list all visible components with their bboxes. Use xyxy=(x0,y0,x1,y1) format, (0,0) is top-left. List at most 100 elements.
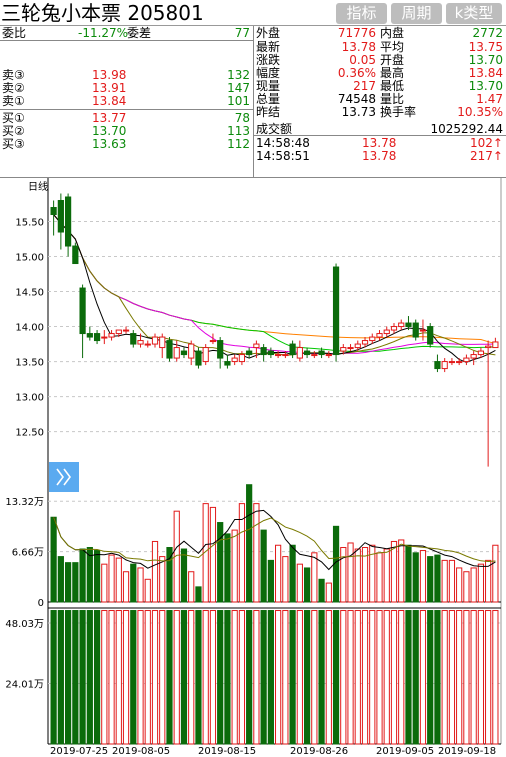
oi-bar xyxy=(296,610,303,745)
oi-bar xyxy=(217,610,224,745)
volume-tick-label: 6.66万 xyxy=(12,548,44,559)
bid-row[interactable]: 买① 13.77 78 xyxy=(0,112,253,124)
volume-bar xyxy=(318,578,325,603)
bid-price: 13.70 xyxy=(92,124,127,138)
candle-body xyxy=(260,347,267,356)
stat-value: 217 xyxy=(353,79,376,93)
bid-price: 13.77 xyxy=(92,111,127,125)
volume-bar xyxy=(282,556,289,603)
candle-body xyxy=(398,322,405,328)
volume-bar xyxy=(434,554,441,603)
oi-bar xyxy=(492,610,499,745)
ask-row[interactable]: 卖② 13.91 147 xyxy=(0,82,253,94)
stat-value: 74548 xyxy=(337,92,376,106)
bid-row[interactable]: 买③ 13.63 112 xyxy=(0,138,253,150)
volume-bar xyxy=(340,547,347,603)
oi-tick-label: 48.03万 xyxy=(5,619,44,630)
bid-label: 买② xyxy=(2,124,25,138)
candle-body xyxy=(332,266,340,356)
tick-price: 13.78 xyxy=(362,136,397,150)
candle-body xyxy=(93,333,101,342)
open-interest-axis: 48.03万 24.01万 xyxy=(5,619,44,690)
ask-volume: 101 xyxy=(227,94,250,108)
turnover-value: 1025292.44 xyxy=(430,122,503,136)
oi-bar xyxy=(289,610,296,745)
stats-row: 外盘 71776 内盘 2772 xyxy=(254,27,506,39)
oi-bar xyxy=(434,610,441,745)
candle-body xyxy=(137,340,144,345)
candle-body xyxy=(166,340,173,359)
period-button[interactable]: 周期 xyxy=(391,3,442,24)
candle-body xyxy=(427,326,434,345)
turnover-label: 成交额 xyxy=(256,122,293,136)
kline-type-button[interactable]: k类型 xyxy=(446,3,502,24)
volume-bar xyxy=(195,586,202,603)
oi-bar xyxy=(93,610,101,745)
volume-bar xyxy=(93,550,101,603)
bid-row[interactable]: 买② 13.70 113 xyxy=(0,125,253,137)
oi-bar xyxy=(369,610,376,745)
stat-label: 最高 xyxy=(380,66,405,80)
volume-bar xyxy=(144,578,151,603)
oi-bar xyxy=(325,610,332,745)
volume-bar xyxy=(456,567,463,603)
oi-bar xyxy=(361,610,369,745)
candle-body xyxy=(79,287,86,335)
oi-bar xyxy=(209,610,217,745)
ma20-line xyxy=(53,214,496,355)
oi-bar xyxy=(238,610,246,745)
bid-volume: 113 xyxy=(227,124,250,138)
oi-bar xyxy=(427,610,434,745)
candle-body xyxy=(470,354,477,359)
header-bar: 三轮兔小本票 205801 指标 周期 k类型 xyxy=(0,0,506,26)
candle-body xyxy=(253,343,260,349)
outer-label: 外盘 xyxy=(256,26,281,40)
volume-bar xyxy=(224,533,231,603)
candle-body xyxy=(202,347,209,363)
volume-bar xyxy=(108,554,115,603)
volume-bar xyxy=(79,548,86,603)
period-label: 日线 xyxy=(28,180,48,193)
volume-bar xyxy=(64,562,72,603)
oi-bar xyxy=(122,610,130,745)
oi-bar xyxy=(398,610,405,745)
candle-body xyxy=(180,350,188,356)
ask-row[interactable]: 卖① 13.84 101 xyxy=(0,95,253,107)
volume-bar xyxy=(412,552,419,603)
price-tick-label: 15.00 xyxy=(15,253,44,264)
candle-body xyxy=(340,347,347,352)
kline-chart[interactable]: 日线 15.50 15.00 14.50 14.00 13.50 13.00 12.50 1… xyxy=(0,178,506,757)
stat-label: 开盘 xyxy=(380,53,405,67)
stat-value: 10.35% xyxy=(457,105,503,119)
volume-bar xyxy=(180,548,188,603)
oi-bar xyxy=(173,610,180,745)
candle-body xyxy=(456,361,463,364)
candle-body xyxy=(354,343,361,349)
bid-volume: 112 xyxy=(227,137,250,151)
oi-bar xyxy=(231,610,238,745)
candle-body xyxy=(159,336,166,349)
stat-label: 幅度 xyxy=(256,66,281,80)
oi-bar xyxy=(340,610,347,745)
candle-body xyxy=(289,343,296,356)
candle-body xyxy=(434,361,441,370)
turnover-row: 成交额 1025292.44 xyxy=(254,123,506,135)
ask-row[interactable]: 卖③ 13.98 132 xyxy=(0,69,253,81)
volume-bar xyxy=(260,529,267,603)
candle-body xyxy=(405,322,412,328)
volume-bar xyxy=(50,516,57,603)
date-label: 2019-09-05 xyxy=(376,746,434,757)
volume-bar xyxy=(72,562,79,603)
oi-bar xyxy=(477,610,485,745)
oi-bar xyxy=(64,610,72,745)
oi-bar xyxy=(275,610,282,745)
oi-bar xyxy=(130,610,137,745)
oi-bar xyxy=(115,610,122,745)
indicator-button[interactable]: 指标 xyxy=(336,3,387,24)
expand-toggle-button[interactable] xyxy=(49,462,79,492)
candle-body xyxy=(296,347,303,359)
oi-bar xyxy=(347,610,354,745)
oi-bar xyxy=(101,610,108,745)
oi-bar xyxy=(108,610,115,745)
volume-bar xyxy=(347,542,354,603)
